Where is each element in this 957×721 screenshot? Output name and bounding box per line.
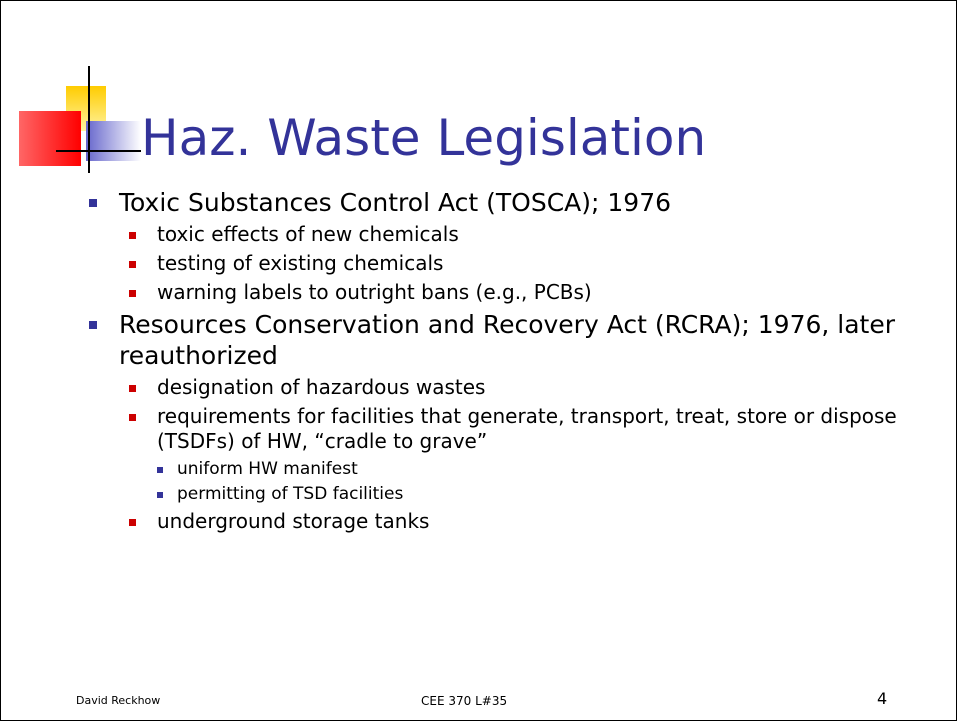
bullet-item: testing of existing chemicals	[129, 251, 939, 276]
bullet-text: permitting of TSD facilities	[177, 484, 404, 504]
page-number: 4	[877, 689, 888, 708]
bullet-item: underground storage tanks	[129, 509, 939, 534]
bullet	[129, 290, 136, 297]
footer-course: CEE 370 L#35	[421, 694, 508, 708]
bullet-item: designation of hazardous wastes	[129, 375, 939, 400]
bullet-item: requirements for facilities that generat…	[129, 404, 939, 454]
bullet	[129, 261, 136, 268]
slide-body: Toxic Substances Control Act (TOSCA); 19…	[89, 183, 939, 538]
bullet-text: warning labels to outright bans (e.g., P…	[157, 280, 592, 304]
bullet	[157, 492, 163, 498]
bullet-text: toxic effects of new chemicals	[157, 222, 459, 246]
bullet-item: warning labels to outright bans (e.g., P…	[129, 280, 939, 305]
bullet-text: Toxic Substances Control Act (TOSCA); 19…	[119, 188, 672, 217]
bullet	[89, 199, 97, 207]
bullet-item: Resources Conservation and Recovery Act …	[89, 309, 939, 371]
bullet-text: designation of hazardous wastes	[157, 375, 486, 399]
bullet-text: Resources Conservation and Recovery Act …	[119, 310, 896, 370]
bullet	[129, 385, 136, 392]
bullet-item: Toxic Substances Control Act (TOSCA); 19…	[89, 187, 939, 218]
bullet	[129, 414, 136, 421]
bullet-text: requirements for facilities that generat…	[157, 404, 897, 453]
bullet	[129, 519, 136, 526]
bullet-item: uniform HW manifest	[157, 458, 939, 480]
bullet-text: uniform HW manifest	[177, 459, 358, 479]
bullet	[89, 321, 97, 329]
footer-author: David Reckhow	[76, 694, 161, 707]
bullet-text: testing of existing chemicals	[157, 251, 444, 275]
slide-title: Haz. Waste Legislation	[141, 109, 707, 167]
bullet-item: toxic effects of new chemicals	[129, 222, 939, 247]
logo	[19, 66, 141, 173]
bullet	[157, 467, 163, 473]
bullet-text: underground storage tanks	[157, 509, 430, 533]
bullet-item: permitting of TSD facilities	[157, 483, 939, 505]
bullet	[129, 232, 136, 239]
